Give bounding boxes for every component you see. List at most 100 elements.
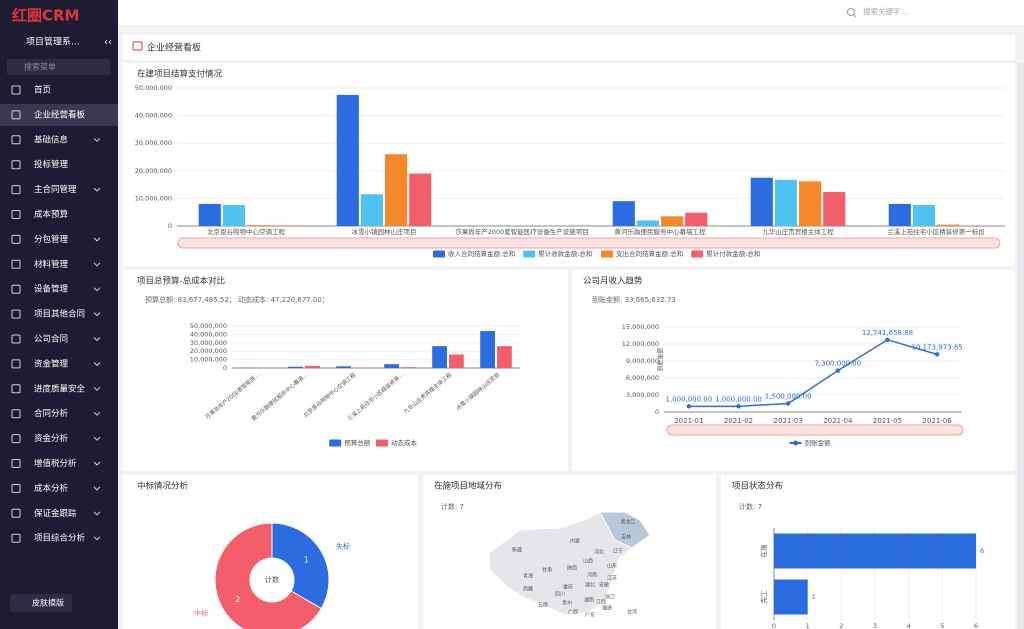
legend-label[interactable]: 到账金额 [805,438,832,447]
y-axis-label: 到账金额 [657,347,665,371]
menu-item[interactable]: 主合同管理 [34,184,77,195]
region-label: 黑龙江 [620,519,635,526]
bar [661,216,684,226]
region-label: 湖北 [585,582,595,589]
legend-label[interactable]: 支出合同结算金额:总和 [616,249,683,258]
map-shape [488,511,651,616]
menu-icon [11,185,21,195]
legend-label[interactable]: 收入合同结算金额:总和 [448,249,515,258]
search-box[interactable] [7,59,110,75]
chevron [93,287,101,292]
menu-icon [11,160,21,170]
slice-label: 失标 [336,542,350,551]
search-icon [853,14,857,18]
chevron [93,486,101,491]
menu-item[interactable]: 资金管理 [34,358,69,369]
chart-title: 项目总预算-总成本对比 [137,276,225,287]
chevron [93,461,101,466]
bar [247,225,270,226]
collapse-icon[interactable]: ‹‹ [104,37,112,48]
region-label: 河北 [594,549,604,556]
menu-item[interactable]: 首页 [34,85,51,96]
menu-item[interactable]: 保证金跟踪 [34,508,77,519]
region-label: 云南 [538,602,548,609]
legend-label[interactable]: 预算总额 [344,438,371,447]
bar [409,173,432,226]
y-tick-label: 0 [655,408,659,416]
menu-icon [11,483,21,493]
menu-icon [11,359,21,369]
tab-bar [123,35,1015,60]
y-tick-label: 10,000,000 [190,356,227,364]
menu-item[interactable]: 项目综合分析 [34,533,86,544]
menu-item[interactable]: 设备管理 [34,284,69,295]
x-tick-label: 2021-05 [873,417,902,425]
menu-icon [11,459,21,468]
bar [336,366,351,368]
point [835,368,841,373]
region-label: 河南 [587,572,597,579]
region-label: 山西 [583,558,593,565]
chart-subtitle: 计数: 7 [441,502,464,511]
pie-slice[interactable] [214,522,323,629]
menu-item[interactable]: 投标管理 [34,159,69,170]
bar [480,331,495,368]
zoom-slider[interactable] [666,424,964,436]
chart-subtitle: 到账金额: 33,665,632.73 [592,295,676,304]
value-label: 1,500,000.00 [765,393,812,401]
y-tick-label: 40,000,000 [190,330,227,338]
chevron [93,411,101,416]
bar [385,154,408,226]
menu-item[interactable]: 公司合同 [34,334,68,345]
menu-item[interactable]: 合同分析 [34,408,69,419]
y-tick-label: 50,000,000 [190,322,227,330]
region-label: 陕西 [567,565,577,572]
value-label: 1 [304,555,309,564]
pie-slice[interactable] [271,522,330,610]
menu-item[interactable]: 项目其他合同 [34,309,85,320]
menu-icon [11,384,21,394]
y-tick-label: 9,000,000 [626,357,659,365]
search-icon [847,8,855,16]
menu-item[interactable]: 企业经营看板 [34,109,86,120]
menu-item[interactable]: 成本预算 [34,209,69,220]
menu-item[interactable]: 基础信息 [34,134,69,145]
menu-item[interactable]: 资金分析 [34,433,69,444]
bar [612,201,635,226]
y-tick-label: 30,000,000 [190,339,227,347]
x-tick-label: 2021-03 [774,417,803,425]
chevron [93,137,101,143]
legend-label[interactable]: 累计付款金额:总和 [706,249,760,258]
bar [799,181,822,226]
y-tick-label: 6,000,000 [626,374,659,382]
legend-label[interactable]: 动态成本 [391,438,418,447]
legend-marker [601,250,613,258]
bar [912,205,935,226]
bar [384,364,399,368]
bar [271,225,294,226]
skin-button[interactable] [10,594,72,612]
bar [305,365,320,368]
x-tick-label: 2 [839,622,843,629]
menu-item[interactable]: 进度质量安全 [34,383,86,394]
x-tick-label: 2021-04 [823,417,853,425]
chart-title: 在建项目结算支付情况 [137,69,223,80]
menu-icon [11,110,21,120]
line [688,338,938,408]
menu-item[interactable]: 分包管理 [34,234,69,245]
legend-label[interactable]: 累计收款金额:总和 [538,249,592,258]
x-tick-label: 2021-06 [923,417,953,425]
legend-marker [329,439,342,447]
menu-item[interactable]: 成本分析 [34,483,69,494]
x-tick-label: 冰雪小镇园林山庄项目 [352,227,417,236]
x-tick-label: 6 [974,622,978,629]
chevron [93,337,101,342]
panel [123,63,1015,266]
zoom-slider[interactable] [177,237,1001,249]
menu-item[interactable]: 增值税分析 [34,458,77,469]
menu-item[interactable]: 材料管理 [34,259,69,270]
panel [123,270,568,471]
map-shape [599,511,651,549]
center-label: 计数 [265,575,279,584]
menu-icon [11,259,21,269]
